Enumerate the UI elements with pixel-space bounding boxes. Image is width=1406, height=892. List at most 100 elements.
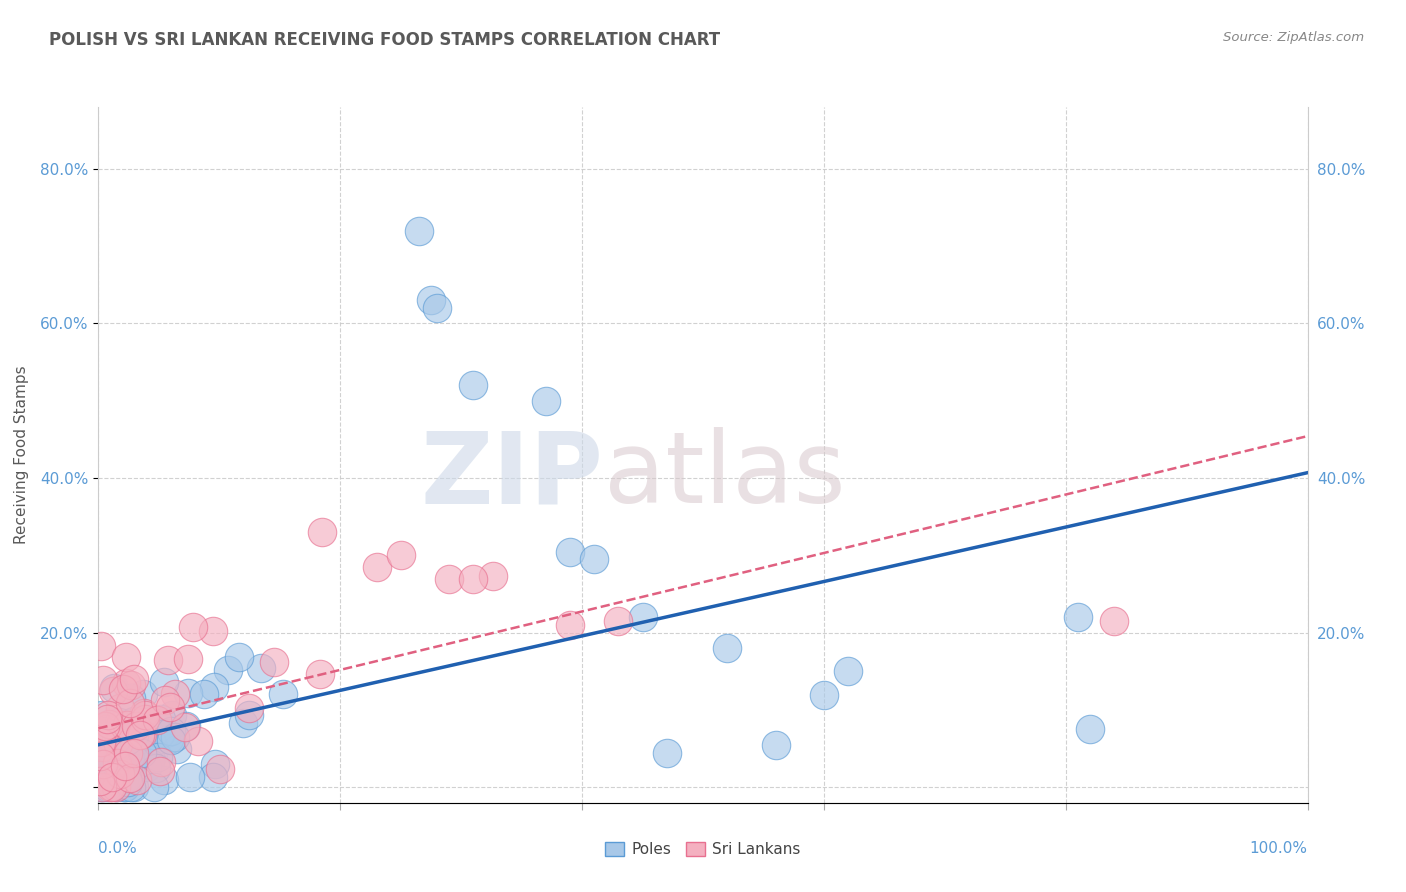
Text: POLISH VS SRI LANKAN RECEIVING FOOD STAMPS CORRELATION CHART: POLISH VS SRI LANKAN RECEIVING FOOD STAM…: [49, 31, 720, 49]
Point: [98, 780, 121, 794]
Point: [104, 732, 127, 747]
Text: ZIP: ZIP: [420, 427, 603, 524]
Text: atlas: atlas: [603, 427, 845, 524]
Point: [122, 746, 145, 760]
Point: [149, 727, 172, 741]
Point: [108, 767, 131, 781]
Point: [118, 722, 141, 736]
Point: [91, 780, 114, 794]
Point: [558, 618, 581, 632]
Point: [176, 719, 198, 733]
Point: [97, 750, 120, 764]
Point: [152, 773, 174, 788]
Point: [120, 780, 142, 794]
Point: [94, 737, 117, 751]
Point: [143, 780, 166, 794]
Point: [105, 756, 128, 771]
Point: [136, 760, 159, 774]
Point: [131, 747, 153, 761]
Point: [96, 780, 118, 794]
Point: [98, 738, 121, 752]
Point: [114, 780, 136, 794]
Point: [159, 723, 181, 738]
Point: [309, 667, 332, 681]
Point: [263, 655, 285, 669]
Point: [134, 713, 156, 727]
Point: [173, 720, 195, 734]
Point: [146, 713, 169, 727]
Point: [132, 706, 155, 720]
Point: [127, 773, 149, 788]
Point: [155, 725, 177, 739]
Point: [238, 700, 260, 714]
Text: Source: ZipAtlas.com: Source: ZipAtlas.com: [1223, 31, 1364, 45]
Point: [90, 734, 112, 748]
Point: [107, 737, 129, 751]
Point: [149, 712, 172, 726]
Point: [110, 700, 132, 714]
Legend: Poles, Sri Lankans: Poles, Sri Lankans: [598, 834, 808, 864]
Point: [134, 708, 156, 723]
Point: [837, 665, 859, 679]
Point: [91, 780, 114, 794]
Point: [117, 732, 139, 747]
Point: [420, 293, 443, 308]
Point: [115, 772, 138, 786]
Point: [114, 759, 136, 773]
Point: [204, 680, 226, 694]
Point: [139, 756, 162, 771]
Point: [129, 728, 152, 742]
Point: [94, 722, 117, 736]
Point: [463, 378, 485, 392]
Point: [117, 762, 139, 776]
Point: [112, 764, 135, 778]
Point: [97, 707, 120, 722]
Point: [121, 765, 143, 780]
Point: [107, 714, 129, 729]
Point: [160, 708, 183, 723]
Point: [93, 673, 115, 687]
Point: [181, 619, 204, 633]
Point: [187, 734, 209, 748]
Point: [232, 715, 254, 730]
Point: [112, 780, 135, 794]
Point: [655, 746, 678, 760]
Point: [631, 610, 654, 624]
Point: [208, 762, 231, 776]
Point: [122, 673, 145, 687]
Point: [91, 757, 114, 772]
Point: [1102, 614, 1125, 628]
Point: [153, 693, 176, 707]
Point: [463, 572, 485, 586]
Point: [101, 780, 124, 794]
Point: [110, 775, 132, 789]
Point: [145, 760, 167, 774]
Point: [89, 749, 111, 764]
Point: [104, 739, 127, 753]
Point: [90, 639, 112, 653]
Point: [98, 772, 121, 787]
Point: [94, 724, 117, 739]
Point: [813, 688, 835, 702]
Point: [125, 733, 148, 747]
Point: [104, 780, 127, 794]
Point: [122, 714, 145, 728]
Point: [238, 708, 260, 723]
Point: [157, 653, 180, 667]
Point: [93, 756, 115, 771]
Point: [110, 761, 132, 775]
Point: [122, 780, 145, 794]
Point: [105, 726, 128, 740]
Point: [90, 740, 112, 755]
Point: [201, 770, 224, 784]
Point: [149, 755, 172, 769]
Point: [271, 687, 294, 701]
Point: [228, 650, 250, 665]
Point: [114, 675, 136, 690]
Point: [100, 761, 122, 775]
Point: [179, 770, 201, 784]
Point: [89, 780, 111, 794]
Point: [110, 718, 132, 732]
Point: [91, 708, 114, 723]
Point: [122, 728, 145, 742]
